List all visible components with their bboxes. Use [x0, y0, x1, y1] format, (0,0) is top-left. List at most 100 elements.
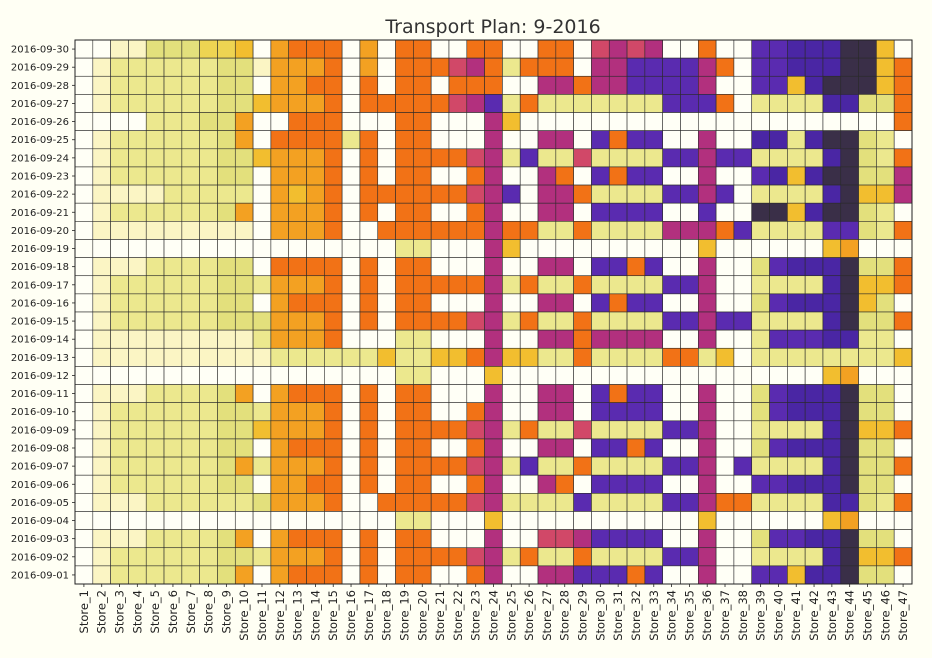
- heatmap-cell: [573, 347, 592, 367]
- heatmap-cell: [893, 402, 913, 422]
- heatmap-cell: [163, 275, 183, 295]
- heatmap-cell: [804, 221, 824, 240]
- heatmap-cell: [555, 239, 574, 258]
- heatmap-cell: [484, 202, 503, 222]
- heatmap-cell: [448, 94, 468, 113]
- heatmap-cell: [876, 257, 895, 277]
- heatmap-cell: [234, 239, 254, 258]
- heatmap-cell: [270, 202, 290, 222]
- heatmap-cell: [288, 221, 307, 240]
- heatmap-cell: [163, 57, 183, 77]
- heatmap-cell: [128, 565, 147, 585]
- heatmap-cell: [804, 148, 824, 168]
- heatmap-cell: [573, 456, 592, 476]
- x-tick-label: Store_36: [700, 590, 714, 641]
- heatmap-cell: [608, 112, 628, 131]
- heatmap-cell: [92, 529, 111, 549]
- heatmap-cell: [466, 384, 485, 403]
- heatmap-cell: [502, 221, 521, 240]
- heatmap-cell: [377, 366, 396, 385]
- heatmap-cell: [145, 239, 165, 258]
- heatmap-cell: [502, 166, 521, 186]
- heatmap-cell: [199, 221, 218, 240]
- heatmap-cell: [858, 148, 877, 168]
- heatmap-cell: [697, 420, 717, 440]
- heatmap-cell: [324, 130, 343, 150]
- heatmap-cell: [519, 402, 539, 422]
- heatmap-cell: [341, 493, 361, 512]
- heatmap-cell: [715, 420, 735, 440]
- heatmap-cell: [502, 148, 521, 168]
- heatmap-cell: [252, 511, 272, 530]
- heatmap-cell: [217, 347, 236, 367]
- heatmap-cell: [306, 529, 325, 549]
- heatmap-cell: [181, 75, 200, 95]
- heatmap-cell: [413, 529, 432, 549]
- heatmap-cell: [644, 239, 663, 258]
- heatmap-cell: [644, 529, 663, 549]
- heatmap-cell: [288, 384, 307, 403]
- heatmap-cell: [413, 166, 432, 186]
- heatmap-cell: [858, 94, 877, 113]
- heatmap-cell: [252, 239, 272, 258]
- x-tick-label: Store_26: [522, 590, 536, 641]
- heatmap-cell: [413, 202, 432, 222]
- heatmap-cell: [733, 94, 753, 113]
- heatmap-cell: [395, 148, 414, 168]
- heatmap-cell: [484, 75, 503, 95]
- y-tick-label: 2016-09-02: [11, 552, 69, 563]
- heatmap-cell: [769, 75, 788, 95]
- heatmap-cell: [306, 221, 325, 240]
- heatmap-cell: [697, 257, 717, 277]
- heatmap-cell: [110, 57, 129, 77]
- heatmap-cell: [217, 456, 236, 476]
- heatmap-cell: [644, 148, 663, 168]
- heatmap-cell: [270, 402, 290, 422]
- heatmap-cell: [145, 75, 165, 95]
- heatmap-cell: [413, 239, 432, 258]
- heatmap-cell: [591, 239, 610, 258]
- heatmap-cell: [110, 402, 129, 422]
- heatmap-cell: [822, 474, 842, 494]
- heatmap-cell: [324, 293, 343, 313]
- heatmap-cell: [359, 130, 379, 150]
- heatmap-cell: [591, 221, 610, 240]
- heatmap-cell: [608, 547, 628, 567]
- heatmap-cell: [680, 184, 699, 204]
- heatmap-cell: [74, 130, 94, 150]
- heatmap-cell: [858, 438, 877, 458]
- heatmap-cell: [608, 474, 628, 494]
- heatmap-cell: [840, 202, 859, 222]
- heatmap-cell: [680, 239, 699, 258]
- heatmap-cell: [92, 438, 111, 458]
- heatmap-cell: [359, 565, 379, 585]
- heatmap-cell: [324, 565, 343, 585]
- heatmap-cell: [145, 202, 165, 222]
- heatmap-cell: [128, 474, 147, 494]
- heatmap-cell: [359, 529, 379, 549]
- heatmap-cell: [217, 239, 236, 258]
- heatmap-cell: [876, 511, 895, 530]
- heatmap-cell: [92, 184, 111, 204]
- heatmap-cell: [804, 293, 824, 313]
- heatmap-cell: [181, 184, 200, 204]
- heatmap-cell: [751, 402, 770, 422]
- heatmap-cell: [395, 565, 414, 585]
- heatmap-cell: [270, 221, 290, 240]
- heatmap-cell: [306, 329, 325, 349]
- heatmap-cell: [324, 547, 343, 567]
- heatmap-cell: [626, 257, 646, 277]
- heatmap-cell: [822, 257, 842, 277]
- heatmap-cell: [644, 456, 663, 476]
- y-axis: 2016-09-30 2016-09-29 2016-09-28 2016-09-27…: [11, 45, 75, 581]
- heatmap-cell: [181, 366, 200, 385]
- heatmap-cell: [324, 112, 343, 131]
- heatmap-cell: [537, 384, 557, 403]
- heatmap-cell: [573, 221, 592, 240]
- heatmap-cell: [893, 311, 913, 331]
- heatmap-cell: [787, 275, 806, 295]
- heatmap-cell: [359, 438, 379, 458]
- heatmap-cell: [519, 474, 539, 494]
- heatmap-cell: [751, 148, 770, 168]
- heatmap-cell: [74, 402, 94, 422]
